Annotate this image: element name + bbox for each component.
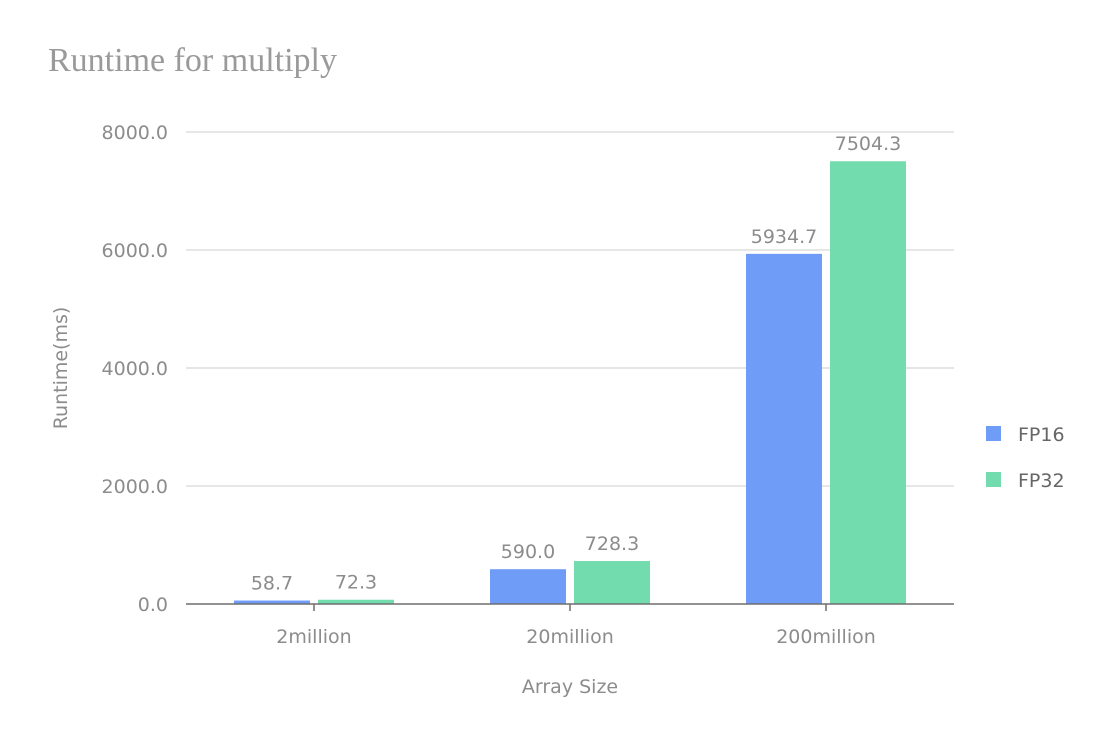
data-label: 728.3 — [585, 533, 639, 555]
y-tick-label: 8000.0 — [102, 122, 168, 144]
data-label: 7504.3 — [835, 133, 901, 155]
bars — [234, 161, 906, 604]
bar-fp32-20million[interactable] — [574, 561, 650, 604]
legend-label: FP16 — [1018, 424, 1065, 446]
legend-item-fp32[interactable]: FP32 — [986, 470, 1065, 492]
legend-label: FP32 — [1018, 470, 1065, 492]
bar-fp16-20million[interactable] — [490, 569, 566, 604]
data-label: 58.7 — [251, 573, 293, 595]
bar-fp16-2million[interactable] — [234, 600, 310, 604]
gridlines — [186, 131, 954, 487]
y-tick-label: 2000.0 — [102, 476, 168, 498]
data-labels: 58.7 72.3 590.0 728.3 5934.7 7504.3 — [251, 133, 901, 594]
chart-title: Runtime for multiply — [48, 42, 337, 79]
x-tick-label: 20million — [526, 626, 613, 648]
bar-fp16-200million[interactable] — [746, 253, 822, 604]
legend[interactable]: FP16 FP32 — [986, 424, 1065, 492]
legend-item-fp16[interactable]: FP16 — [986, 424, 1065, 446]
data-label: 5934.7 — [751, 226, 817, 248]
y-axis-title: Runtime(ms) — [50, 307, 72, 430]
legend-swatch — [986, 472, 1001, 487]
x-tick-label: 200million — [776, 626, 876, 648]
y-tick-label: 4000.0 — [102, 358, 168, 380]
data-label: 590.0 — [501, 541, 555, 563]
x-tick-label: 2million — [276, 626, 351, 648]
x-axis-title: Array Size — [522, 676, 618, 698]
x-axis-ticks: 2million 20million 200million — [276, 604, 876, 648]
y-axis-ticks: 0.0 2000.0 4000.0 6000.0 8000.0 — [102, 122, 168, 616]
y-tick-label: 6000.0 — [102, 240, 168, 262]
y-tick-label: 0.0 — [138, 594, 168, 616]
bar-fp32-200million[interactable] — [830, 161, 906, 604]
data-label: 72.3 — [335, 572, 377, 594]
legend-swatch — [986, 426, 1001, 441]
bar-fp32-2million[interactable] — [318, 599, 394, 604]
